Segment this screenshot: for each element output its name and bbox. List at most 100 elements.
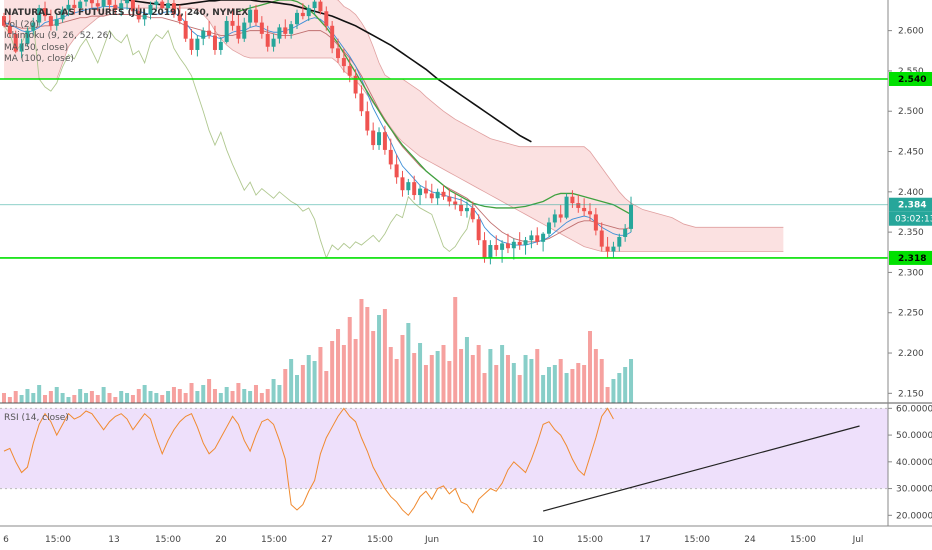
candle <box>212 35 217 50</box>
volume-bar <box>347 317 352 403</box>
volume-bar <box>189 383 194 403</box>
volume-bar <box>54 387 59 403</box>
time-tick-label: 13 <box>108 535 119 545</box>
candle <box>593 214 598 231</box>
time-tick-label: 15:00 <box>45 535 71 545</box>
volume-bar <box>400 335 405 403</box>
candle <box>330 25 335 49</box>
rsi-tick-label: 40.0000 <box>896 458 932 468</box>
candle <box>365 111 370 131</box>
candle <box>400 177 405 191</box>
candle <box>142 14 147 20</box>
price-tick-label: 2.350 <box>898 228 924 238</box>
candle <box>2 16 6 26</box>
candle <box>611 246 616 252</box>
volume-bar <box>546 367 551 403</box>
volume-bar <box>511 363 516 403</box>
time-tick-label: 6 <box>3 535 9 545</box>
rsi-tick-label: 20.0000 <box>896 511 932 521</box>
volume-bar <box>19 395 24 403</box>
time-tick-label: 20 <box>215 535 227 545</box>
candle <box>406 182 411 191</box>
time-tick-label: Jun <box>424 535 439 545</box>
candle <box>546 222 551 234</box>
volume-bar <box>259 393 264 403</box>
candle <box>48 16 53 26</box>
rsi-tick-label: 50.0000 <box>896 431 932 441</box>
candle <box>435 191 440 199</box>
candle <box>130 0 135 12</box>
candle <box>183 20 188 39</box>
candle <box>588 211 592 215</box>
candle <box>300 12 305 17</box>
legend-ma50[interactable]: MA (50, close) <box>4 42 69 53</box>
chikou-span-line <box>3 21 474 260</box>
volume-bar <box>453 297 458 403</box>
volume-bar <box>300 365 305 403</box>
candle <box>54 19 59 26</box>
candle <box>312 1 317 9</box>
price-tick-label: 2.200 <box>898 349 924 359</box>
candle <box>89 0 94 4</box>
candle <box>359 93 364 112</box>
chart-legend: NATURAL GAS FUTURES (JUL 2019), 240, NYM… <box>4 8 248 66</box>
legend-ma100[interactable]: MA (100, close) <box>4 54 74 64</box>
candle <box>377 132 382 146</box>
candle <box>394 164 399 178</box>
volume-bar <box>78 389 83 403</box>
candle <box>171 3 176 15</box>
candle <box>43 8 48 17</box>
candle <box>347 66 352 76</box>
price-label: 2.384 <box>898 201 926 211</box>
volume-bar <box>464 337 469 403</box>
volume-bar <box>505 355 510 403</box>
candle <box>482 240 487 258</box>
price-label: 2.318 <box>898 254 926 264</box>
volume-bar <box>95 395 100 403</box>
volume-bar <box>459 349 464 403</box>
time-tick-label: Jul <box>852 535 864 545</box>
price-tick-label: 2.450 <box>898 148 924 158</box>
candle <box>19 43 24 52</box>
candle <box>453 201 458 205</box>
countdown-label: 03:02:13 <box>895 215 932 225</box>
rsi-legend[interactable]: RSI (14, close) <box>4 413 69 423</box>
candle <box>388 149 393 165</box>
volume-bar <box>119 391 124 403</box>
candle <box>230 20 235 26</box>
candle <box>277 27 282 39</box>
candle <box>412 182 417 196</box>
time-tick-label: 10 <box>532 535 544 545</box>
candle <box>119 3 124 10</box>
candle <box>166 3 171 9</box>
volume-bar <box>435 351 440 403</box>
candle <box>523 240 528 246</box>
candle <box>289 24 294 34</box>
candle <box>464 207 469 212</box>
candle <box>283 27 288 34</box>
candle <box>78 1 83 9</box>
candle <box>107 0 112 5</box>
legend-ichimoku[interactable]: Ichimoku (9, 26, 52, 26) <box>4 31 112 41</box>
volume-bar <box>171 387 176 403</box>
candle <box>318 1 323 12</box>
candle <box>195 38 200 50</box>
legend-volume[interactable]: Vol (20) <box>4 19 39 30</box>
legend-symbol[interactable]: NATURAL GAS FUTURES (JUL 2019), 240, NYM… <box>4 8 249 18</box>
candle <box>295 12 299 25</box>
volume-bar <box>218 393 223 403</box>
time-tick-label: 15:00 <box>684 535 710 545</box>
candle <box>84 0 89 2</box>
time-tick-label: 15:00 <box>155 535 181 545</box>
volume-bar <box>517 375 522 403</box>
volume-bar <box>535 349 540 403</box>
ma100-line <box>121 0 532 143</box>
candle <box>599 230 604 247</box>
volume-bar <box>476 345 481 403</box>
candle <box>189 38 194 50</box>
volume-bar <box>353 339 358 403</box>
candle <box>125 0 130 4</box>
candle <box>541 233 546 242</box>
candle <box>160 1 165 9</box>
